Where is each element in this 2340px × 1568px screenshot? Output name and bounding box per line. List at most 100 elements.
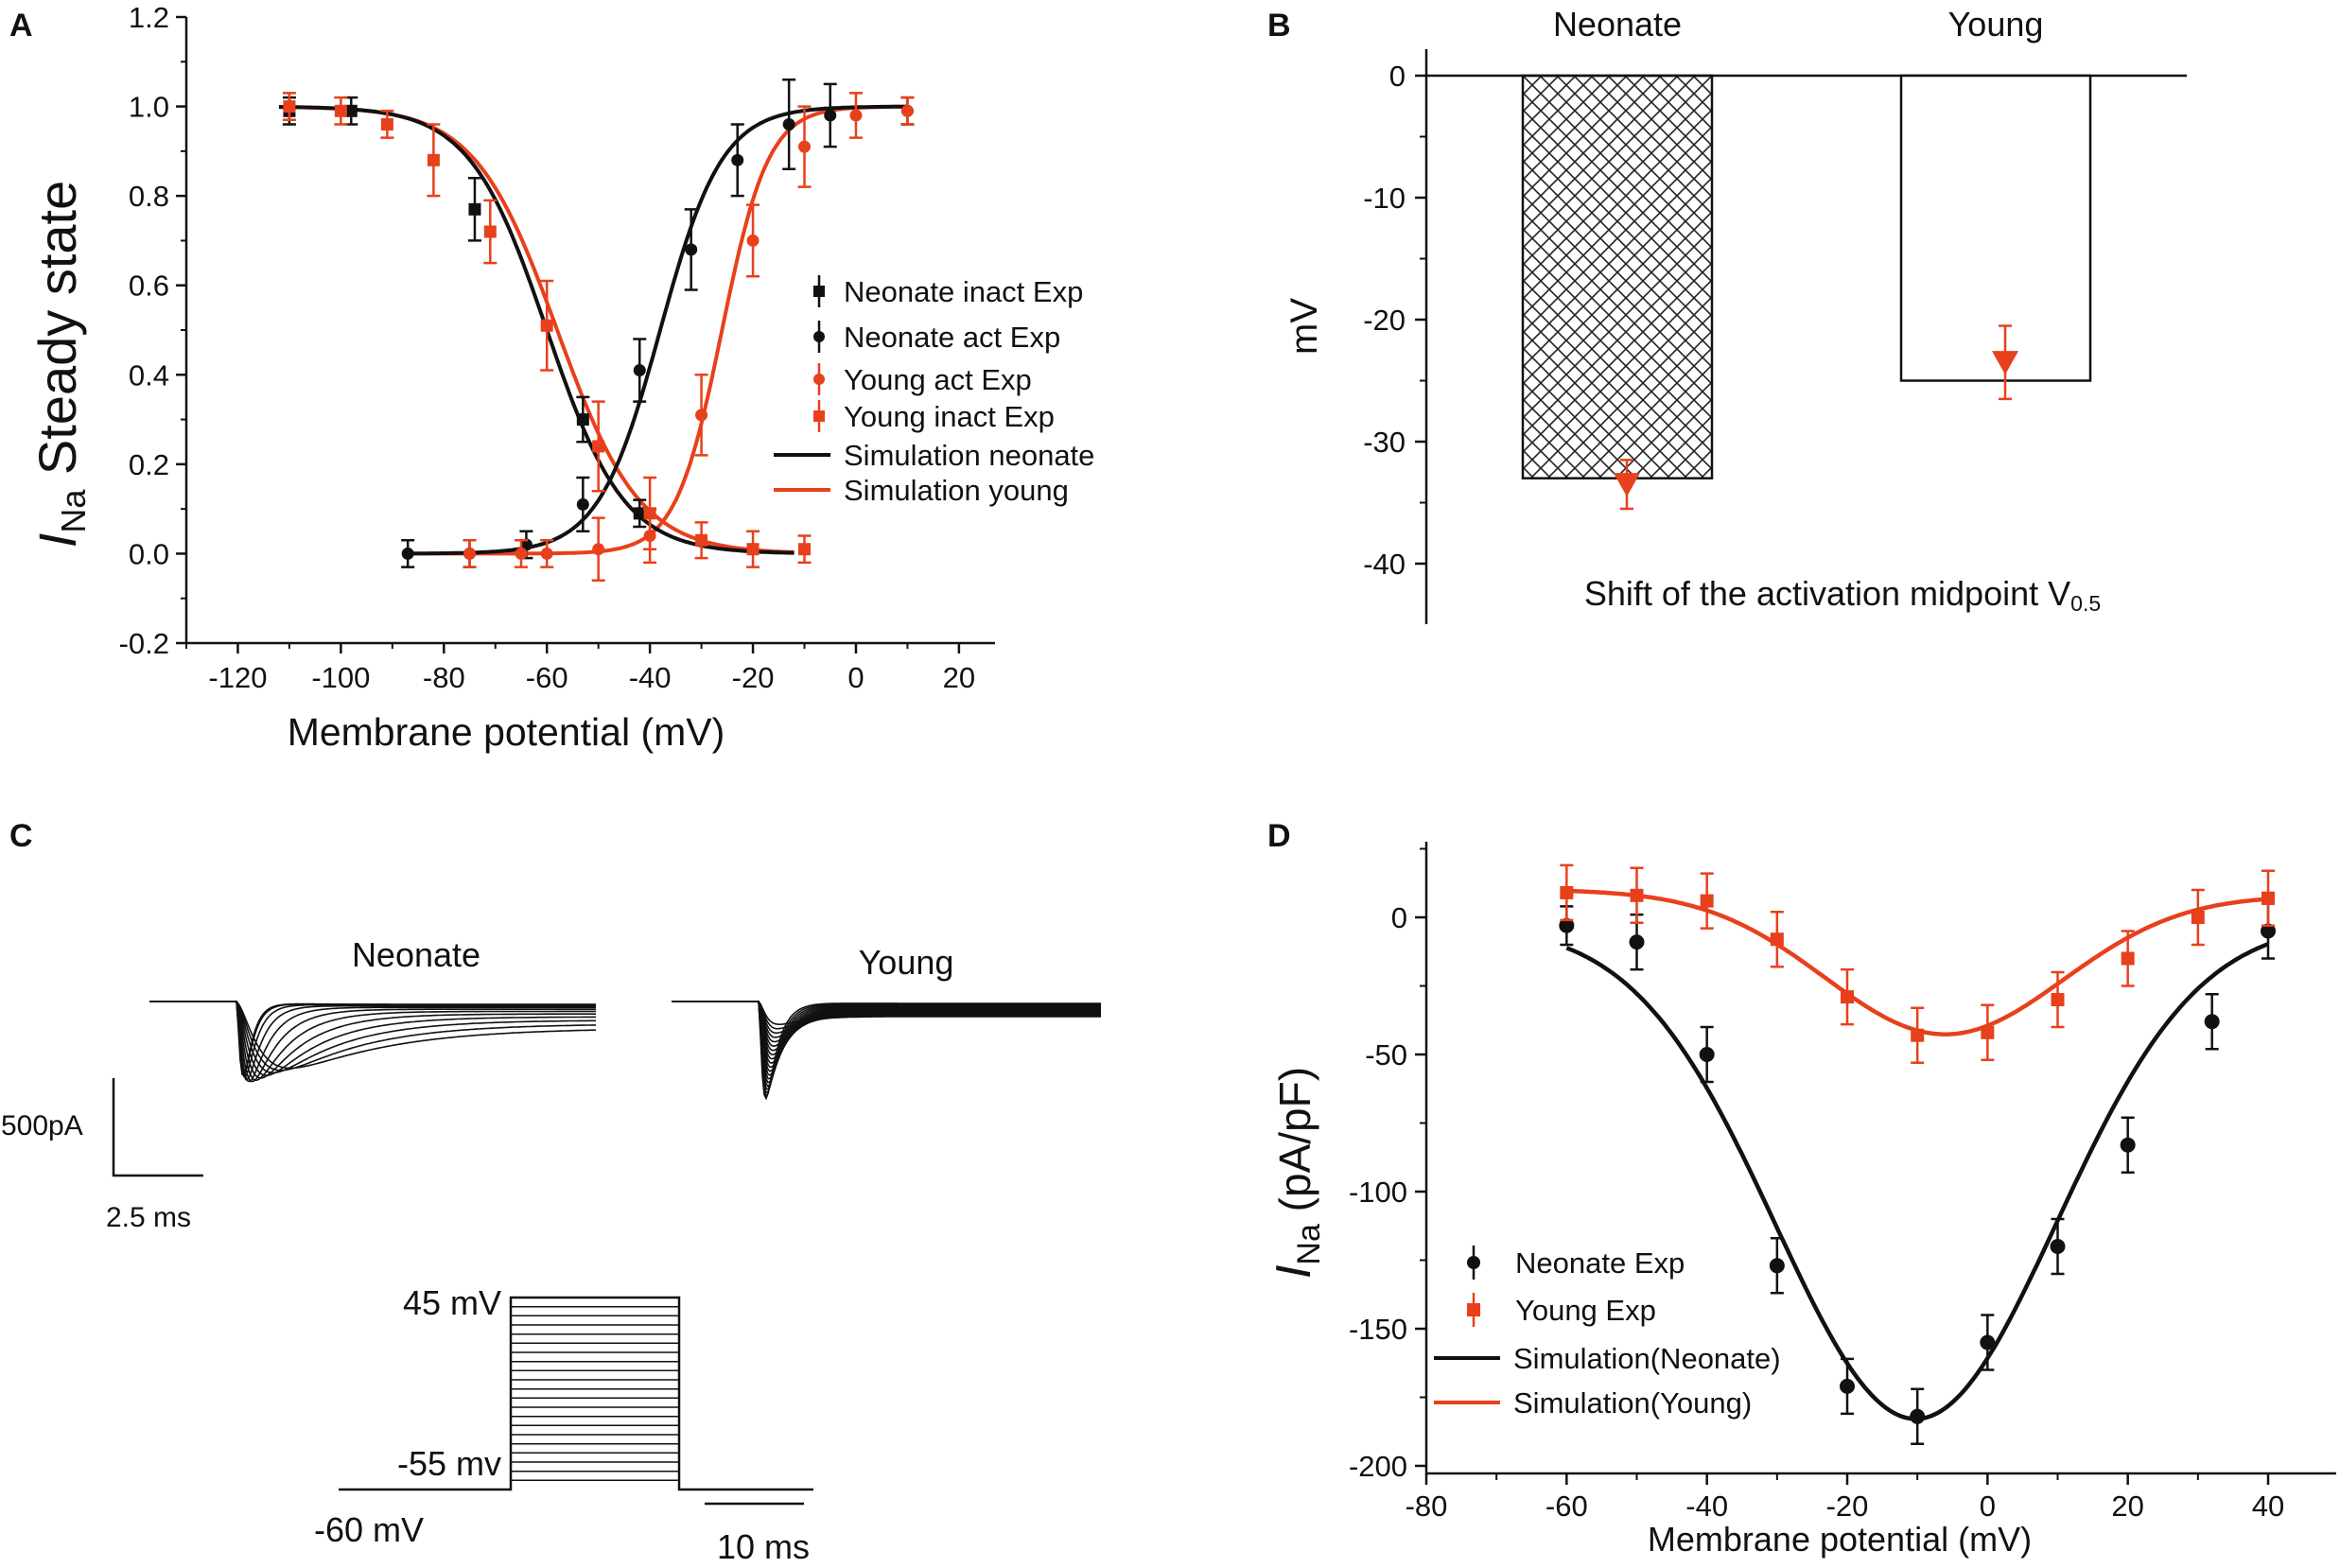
panel-d-ylabel: INa (pA/pF): [1266, 1067, 1327, 1279]
panel-d-legend-marker: [1467, 1256, 1480, 1269]
panel-d-xtick-label: 40: [2252, 1490, 2284, 1523]
panel-label-a: A: [9, 8, 33, 44]
panel-a-data-point: [849, 109, 863, 122]
panel-d-legend-label: Neonate Exp: [1515, 1246, 1685, 1280]
panel-a-data-point: [380, 117, 393, 131]
panel-b-ytick-label: -10: [1363, 182, 1406, 215]
panel-b-ylabel: mV: [1284, 298, 1325, 355]
panel-a-legend: Neonate inact Exp Neonate act Exp Young ac…: [774, 275, 1094, 507]
panel-a-xtick-label: -20: [732, 661, 775, 694]
panel-a-legend-label: Simulation young: [844, 474, 1069, 507]
panel-a-ylabel: INa Steady state: [27, 181, 93, 548]
panel-d-data-point: [1980, 1334, 1996, 1350]
panel-d-data-point: [1630, 888, 1644, 902]
panel-a-data-point: [334, 104, 347, 117]
panel-d-data-point: [1981, 1025, 1995, 1039]
panel-d-xtick-label: -20: [1826, 1490, 1869, 1523]
scale-current-label: 500pA: [1, 1110, 83, 1141]
panel-d-xlabel: Membrane potential (mV): [1648, 1520, 2032, 1559]
panel-b-category-label: Neonate: [1553, 5, 1682, 44]
panel-d-data-point: [1629, 934, 1645, 950]
panel-a-data-point: [576, 413, 589, 427]
panel-label-c: C: [9, 818, 33, 854]
panel-a-ticks: -120 -100 -80 -60 -40 -20 0 20 -0.2 0.0 0.2 0.4 0.6 0…: [119, 1, 976, 694]
panel-a-xtick-label: -80: [423, 661, 465, 694]
panel-d-curves: [1565, 888, 2269, 1421]
panel-d-data-point: [1770, 932, 1784, 947]
panel-d-data-point: [2191, 911, 2205, 924]
protocol-outline: [339, 1296, 813, 1491]
panel-a-data-point: [401, 547, 414, 560]
current-trace: [149, 1001, 596, 1077]
panel-a-data-point: [483, 225, 497, 238]
panel-d-data-point: [1840, 1378, 1855, 1394]
panel-b-ytick-label: 0: [1389, 60, 1406, 93]
panel-a-ytick-label: 0.0: [129, 537, 169, 570]
panel-a-legend-label: Neonate act Exp: [844, 321, 1060, 354]
panel-a-ytick-label: -0.2: [119, 627, 169, 660]
panel-a-data-point: [283, 100, 296, 113]
panel-a-xtick-label: 20: [943, 661, 975, 694]
panel-a-data-point: [463, 547, 477, 560]
panel-a-data-point: [633, 507, 646, 520]
panel-d-data-point: [1911, 1028, 1925, 1042]
panel-a-data-point: [782, 117, 795, 131]
panel-label-d: D: [1267, 818, 1291, 854]
panel-d-legend-label: Young Exp: [1515, 1294, 1656, 1327]
panel-label-b: B: [1267, 8, 1291, 44]
panel-d-data-point: [2051, 993, 2065, 1006]
voltage-protocol: [339, 1296, 813, 1491]
panel-d-data-point: [1769, 1258, 1785, 1274]
protocol-top-label: 45 mV: [403, 1283, 501, 1322]
panel-a-chart: A -120 -100 -80 -60 -40 -20 0 20 -0.2 0.0 0.2 0.4 0.…: [9, 1, 1094, 754]
current-trace: [149, 1001, 596, 1070]
protocol-bottom-label: -55 mv: [397, 1444, 501, 1483]
panel-d-ytick-label: -150: [1349, 1313, 1407, 1346]
panel-d-data-point: [1560, 885, 1574, 899]
panel-a-data-point: [746, 234, 760, 247]
current-trace: [149, 1001, 596, 1083]
panel-d-ytick-label: 0: [1391, 901, 1407, 934]
panel-a-fit-curve: [278, 105, 795, 554]
current-trace: [672, 1001, 1101, 1026]
panel-a-legend-label: Neonate inact Exp: [844, 275, 1083, 308]
panel-d-axis-lines: [1424, 842, 2336, 1475]
panel-d-data-point: [1699, 1047, 1715, 1062]
panel-d-data-point: [2261, 923, 2276, 939]
panel-a-legend-marker: [813, 331, 825, 342]
panel-b-ytick-label: -40: [1363, 548, 1406, 581]
panel-d-data-point: [1559, 917, 1575, 933]
panel-b-category-label: Young: [1948, 5, 2044, 44]
young-current-traces: [672, 1001, 1101, 1101]
scale-time-label: 2.5 ms: [106, 1202, 191, 1233]
panel-d-legend-marker: [1467, 1303, 1480, 1316]
panel-a-legend-marker: [813, 374, 825, 385]
neonate-current-traces: [149, 1001, 596, 1083]
panel-a-data-point: [746, 543, 760, 556]
panel-a-data-point: [900, 104, 914, 117]
panel-a-ytick-label: 0.4: [129, 358, 169, 392]
panel-a-data-point: [592, 543, 605, 556]
panel-a-xtick-label: -60: [526, 661, 568, 694]
current-trace: [149, 1001, 596, 1079]
panel-d-ticks: -80 -60 -40 -20 0 20 400-50-100-150-200: [1349, 847, 2284, 1523]
protocol-hold-label: -60 mV: [314, 1510, 424, 1549]
panel-d-axes: [1424, 842, 2336, 1475]
panel-d-data-point: [1910, 1408, 1926, 1424]
panel-a-ytick-label: 0.2: [129, 448, 169, 481]
panel-a-data-point: [427, 153, 440, 166]
panel-a-ytick-label: 0.8: [129, 180, 169, 213]
panel-d-data-point: [2204, 1014, 2220, 1030]
panel-c-title-young: Young: [859, 943, 954, 982]
panel-b-ytick-label: -20: [1363, 304, 1406, 337]
panel-a-data-point: [695, 533, 708, 547]
panel-d-data-point: [1700, 894, 1714, 908]
panel-a-fit-curve: [278, 105, 795, 555]
panel-a-data-point: [685, 243, 698, 256]
panel-d-ytick-label: -100: [1349, 1176, 1407, 1209]
current-trace: [149, 1001, 596, 1074]
panel-b-caption: Shift of the activation midpoint V0.5: [1584, 574, 2101, 616]
panel-a-points: [282, 78, 915, 583]
panel-d-chart: D -80 -60 -40 -20 0 20 400-50-100-150-200 Memb…: [1266, 818, 2336, 1559]
